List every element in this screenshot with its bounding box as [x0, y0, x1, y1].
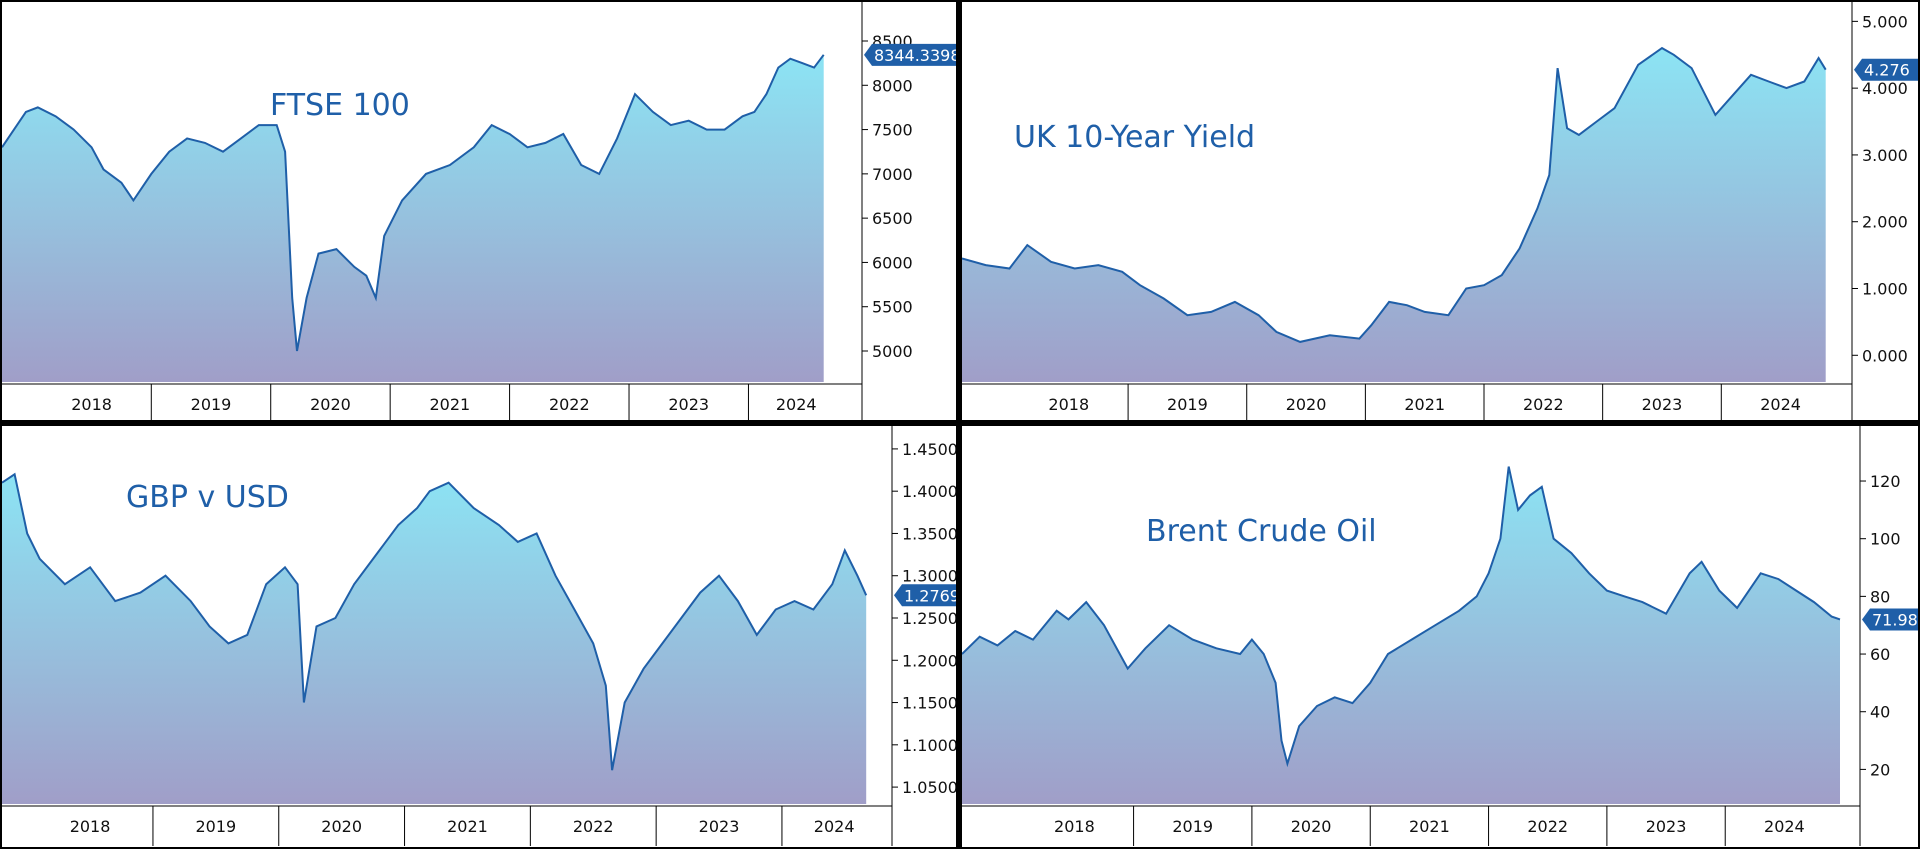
x-tick-label: 2019	[191, 395, 232, 414]
y-tick-label: 60	[1870, 645, 1890, 664]
y-tick-label: 4.000	[1862, 79, 1908, 98]
uk-10-year-yield-panel: 0.000 1.000 2.000 3.000 4.000 5.000 4.276 2018 2…	[962, 2, 1918, 420]
last-value-badge	[1862, 608, 1918, 631]
y-tick-label: 1.3000	[902, 567, 956, 586]
x-tick-label: 2023	[699, 817, 740, 836]
y-tick-label: 8000	[872, 76, 913, 95]
y-tick-label: 1.000	[1862, 280, 1908, 299]
uk-10-year-yield-chart: 0.000 1.000 2.000 3.000 4.000 5.000 4.276 2018 2…	[962, 2, 1918, 420]
y-tick-label: 1.1000	[902, 736, 956, 755]
y-tick-label: 7500	[872, 121, 913, 140]
x-tick-label: 2020	[321, 817, 362, 836]
x-tick-label: 2024	[1764, 817, 1805, 836]
brent-crude-oil-panel: 20 40 60 80 100 120 71.98 2018 2019 2020 2021 2022 2…	[962, 426, 1918, 847]
series-line	[962, 46, 1827, 343]
series-line	[2, 54, 825, 352]
x-tick-label: 2018	[1048, 395, 1089, 414]
y-tick-label: 1.4500	[902, 440, 956, 459]
x-tick-label: 2022	[1527, 817, 1568, 836]
y-tick-label: 2.000	[1862, 213, 1908, 232]
series-line	[2, 472, 868, 771]
x-tick-label: 2023	[1646, 817, 1687, 836]
last-value-label: 8344.3398	[874, 46, 956, 65]
y-tick-label: 7000	[872, 165, 913, 184]
brent-crude-oil-title: Brent Crude Oil	[1146, 514, 1377, 549]
ftse-100-panel: 5000 5500 6000 6500 7000 7500 8000 8500 8344.339…	[2, 2, 956, 420]
x-tick-label: 2022	[549, 395, 590, 414]
gbp-v-usd-title: GBP v USD	[126, 480, 289, 515]
x-tick-label: 2024	[1760, 395, 1801, 414]
x-tick-label: 2024	[814, 817, 855, 836]
x-tick-label: 2021	[1404, 395, 1445, 414]
series-line	[962, 466, 1841, 768]
last-value-badge	[1854, 58, 1918, 81]
y-tick-label: 1.4000	[902, 482, 956, 501]
ftse-100-title: FTSE 100	[270, 88, 410, 123]
y-tick-label: 100	[1870, 530, 1901, 549]
y-tick-label: 120	[1870, 472, 1901, 491]
x-tick-label: 2021	[430, 395, 471, 414]
x-tick-label: 2018	[71, 395, 112, 414]
y-tick-label: 1.2500	[902, 609, 956, 628]
x-tick-label: 2019	[1172, 817, 1213, 836]
y-tick-label: 3.000	[1862, 146, 1908, 165]
area-fill	[962, 48, 1826, 382]
ftse-100-chart: 500055006000650070007500800085008344.339…	[2, 2, 956, 420]
x-tick-label: 2019	[195, 817, 236, 836]
x-tick-label: 2023	[1642, 395, 1683, 414]
y-tick-label: 1.0500	[902, 778, 956, 797]
y-tick-label: 20	[1870, 760, 1890, 779]
x-tick-label: 2019	[1167, 395, 1208, 414]
x-tick-label: 2020	[310, 395, 351, 414]
last-value-badge	[894, 584, 956, 607]
y-tick-label: 5500	[872, 298, 913, 317]
y-tick-label: 0.000	[1862, 346, 1908, 365]
x-tick-label: 2023	[668, 395, 709, 414]
x-tick-label: 2020	[1291, 817, 1332, 836]
x-tick-label: 2018	[70, 817, 111, 836]
y-tick-label: 6000	[872, 253, 913, 272]
x-tick-label: 2024	[776, 395, 817, 414]
uk-10-year-yield-title: UK 10-Year Yield	[1014, 120, 1256, 155]
gbp-v-usd-panel: 1.0500 1.1000 1.1500 1.2000 1.2500 1.3000 1.35…	[2, 426, 956, 847]
last-value-label: 4.276	[1864, 61, 1910, 80]
x-tick-label: 2018	[1054, 817, 1095, 836]
y-tick-label: 1.1500	[902, 694, 956, 713]
last-value-label: 1.2769	[904, 586, 956, 605]
y-tick-label: 80	[1870, 587, 1890, 606]
y-tick-label: 40	[1870, 703, 1890, 722]
area-fill	[2, 474, 867, 804]
last-value-label: 71.98	[1872, 610, 1918, 629]
gbp-v-usd-chart: 1.0500 1.1000 1.1500 1.2000 1.2500 1.3000 1.35…	[2, 426, 956, 846]
y-tick-label: 1.3500	[902, 524, 956, 543]
x-tick-label: 2022	[573, 817, 614, 836]
y-tick-label: 6500	[872, 209, 913, 228]
area-fill	[2, 54, 824, 383]
x-tick-label: 2020	[1286, 395, 1327, 414]
x-tick-label: 2021	[1409, 817, 1450, 836]
brent-crude-oil-chart: 20 40 60 80 100 120 71.98 2018 2019 2020 2021 2022 2…	[962, 426, 1918, 846]
y-tick-label: 5000	[872, 342, 913, 361]
area-fill	[962, 466, 1840, 804]
last-value-badge	[864, 43, 956, 66]
x-tick-label: 2021	[447, 817, 488, 836]
y-tick-label: 5.000	[1862, 12, 1908, 31]
y-tick-label: 1.2000	[902, 651, 956, 670]
x-tick-label: 2022	[1523, 395, 1564, 414]
